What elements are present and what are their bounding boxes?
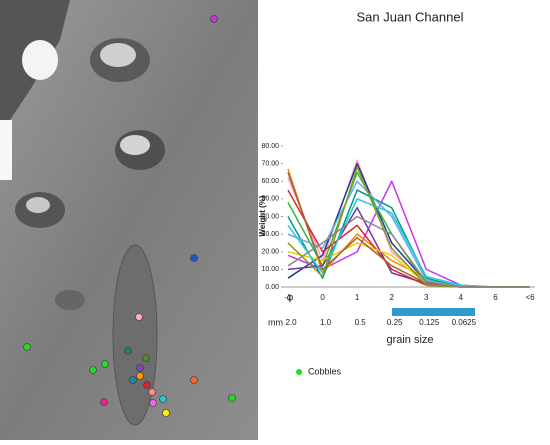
- x-tick-label: <6: [525, 293, 535, 302]
- mm-tick-label: 1.0: [320, 318, 332, 327]
- y-tick-label: 40.00: [261, 213, 279, 220]
- x-tick-label: 4: [459, 293, 464, 302]
- mm-tick-label: 2.0: [285, 318, 297, 327]
- legend-label: Cobbles: [308, 366, 342, 376]
- mm-tick-label: 0.0625: [452, 318, 477, 327]
- x-axis-label: grain size: [386, 334, 433, 346]
- y-tick-label: 50.00: [261, 196, 279, 203]
- y-tick-label: 20.00: [261, 249, 279, 256]
- x-tick-label: 6: [493, 293, 498, 302]
- y-axis-label: Weight (%): [258, 195, 267, 237]
- mm-tick-label: 0.5: [355, 318, 367, 327]
- x-tick-label: 0: [320, 293, 325, 302]
- mm-label: mm: [268, 317, 283, 327]
- y-tick-label: 0.00: [265, 284, 279, 291]
- mm-tick-label: 0.25: [387, 318, 403, 327]
- chart-title: San Juan Channel: [357, 9, 464, 24]
- x-tick-label: 2: [389, 293, 394, 302]
- y-tick-label: 80.00: [261, 143, 279, 150]
- y-tick-label: 30.00: [261, 231, 279, 238]
- y-tick-label: 10.00: [261, 266, 279, 273]
- mm-tick-label: 0.125: [419, 318, 440, 327]
- series-line: [287, 215, 530, 288]
- phi-label: φ: [287, 293, 294, 304]
- legend-marker: [296, 369, 302, 375]
- y-tick-label: 70.00: [261, 160, 279, 167]
- relief-map: [0, 0, 258, 440]
- y-tick-label: 60.00: [261, 178, 279, 185]
- x-tick-label: 1: [355, 293, 360, 302]
- size-band: [392, 308, 475, 316]
- x-tick-label: -1: [284, 293, 292, 302]
- x-tick-label: 3: [424, 293, 429, 302]
